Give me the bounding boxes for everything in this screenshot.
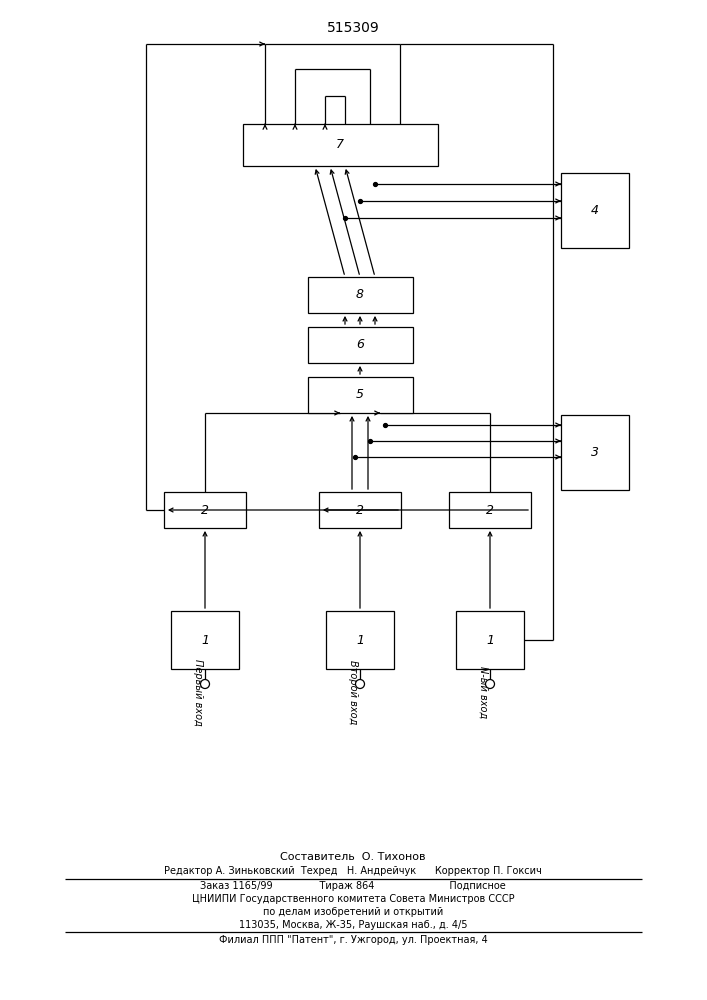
Text: Заказ 1165/99               Тираж 864                        Подписное: Заказ 1165/99 Тираж 864 Подписное [200,881,506,891]
Text: 8: 8 [356,288,364,302]
Text: по делам изобретений и открытий: по делам изобретений и открытий [263,907,443,917]
Text: 2: 2 [201,504,209,516]
Text: 515309: 515309 [327,21,380,35]
Text: 7: 7 [336,138,344,151]
Bar [243,124,438,166]
Circle shape [486,680,494,688]
Text: 2: 2 [486,504,494,516]
Text: 3: 3 [591,446,599,458]
Text: 2: 2 [356,504,364,516]
Bar [319,492,401,528]
Circle shape [356,680,365,688]
Text: 1: 1 [201,634,209,647]
Bar [171,611,239,669]
Text: 113035, Москва, Ж-35, Раушская наб., д. 4/5: 113035, Москва, Ж-35, Раушская наб., д. … [239,920,467,930]
Bar [561,414,629,489]
Bar [308,277,412,313]
Text: Составитель  О. Тихонов: Составитель О. Тихонов [280,852,426,862]
Text: 4: 4 [591,204,599,217]
Bar [561,172,629,247]
Text: N-ый вход: N-ый вход [478,666,488,718]
Text: Филиал ППП "Патент", г. Ужгород, ул. Проектная, 4: Филиал ППП "Патент", г. Ужгород, ул. Про… [218,935,487,945]
Circle shape [201,680,209,688]
Text: ЦНИИПИ Государственного комитета Совета Министров СССР: ЦНИИПИ Государственного комитета Совета … [192,894,514,904]
Text: 6: 6 [356,338,364,352]
Bar [456,611,524,669]
Bar [164,492,246,528]
Text: Редактор А. Зиньковский  Техред   Н. Андрейчук      Корректор П. Гоксич: Редактор А. Зиньковский Техред Н. Андрей… [164,866,542,876]
Text: Первый вход: Первый вход [193,659,203,725]
Text: 5: 5 [356,388,364,401]
Bar [308,327,412,363]
Text: 1: 1 [356,634,364,647]
Text: Второй вход: Второй вход [348,660,358,724]
Bar [326,611,394,669]
Bar [308,377,412,413]
Bar [449,492,531,528]
Text: 1: 1 [486,634,494,647]
